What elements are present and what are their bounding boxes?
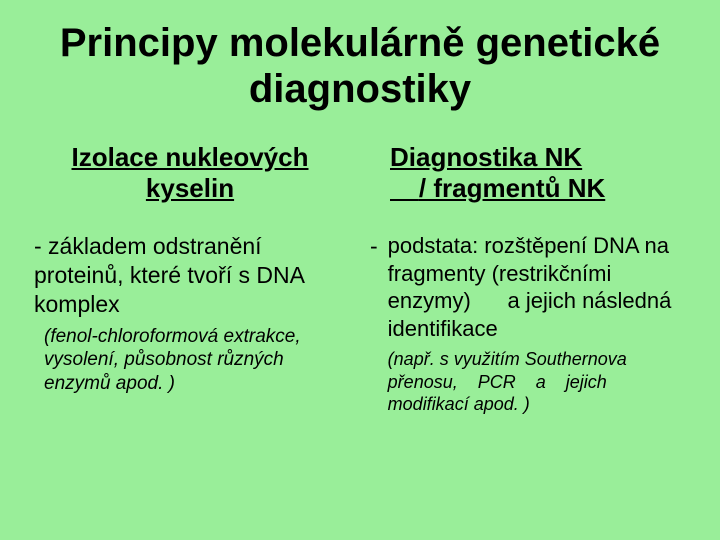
right-heading-line2: / fragmentů NK bbox=[419, 173, 605, 203]
right-paren: (např. s využitím Southernova přenosu, P… bbox=[388, 348, 690, 416]
columns: Izolace nukleových kyselin - základem od… bbox=[30, 142, 690, 416]
left-body: - základem odstranění proteinů, které tv… bbox=[30, 232, 350, 318]
right-body: podstata: rozštěpení DNA na fragmenty (r… bbox=[388, 232, 690, 342]
slide-title: Principy molekulárně genetické diagnosti… bbox=[30, 20, 690, 112]
right-heading-line1: Diagnostika NK bbox=[390, 142, 582, 172]
left-column: Izolace nukleových kyselin - základem od… bbox=[30, 142, 350, 416]
bullet-dash: - bbox=[370, 232, 378, 416]
right-heading: Diagnostika NK / fragmentů NK bbox=[370, 142, 690, 204]
left-paren: (fenol-chloroformová extrakce, vysolení,… bbox=[30, 325, 350, 396]
slide: Principy molekulárně genetické diagnosti… bbox=[0, 0, 720, 540]
left-heading: Izolace nukleových kyselin bbox=[30, 142, 350, 204]
right-column: Diagnostika NK / fragmentů NK - podstata… bbox=[370, 142, 690, 416]
right-bullet: - podstata: rozštěpení DNA na fragmenty … bbox=[370, 232, 690, 416]
bullet-body: podstata: rozštěpení DNA na fragmenty (r… bbox=[388, 232, 690, 416]
